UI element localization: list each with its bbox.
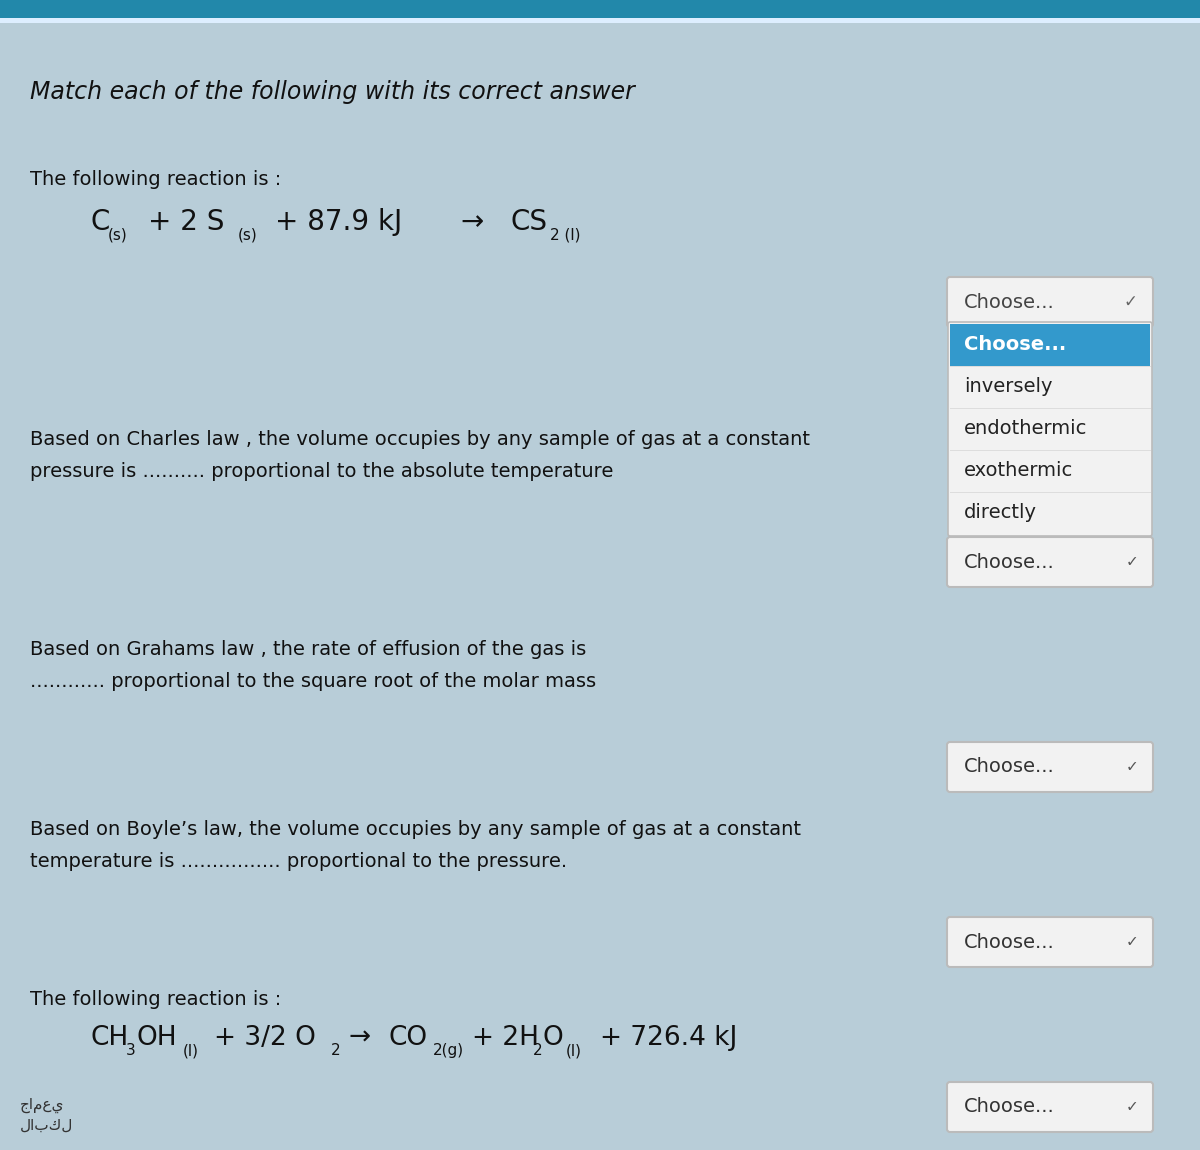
Text: ✓: ✓ bbox=[1126, 554, 1139, 569]
Text: exothermic: exothermic bbox=[964, 461, 1073, 481]
Text: + 2 S: + 2 S bbox=[148, 208, 224, 236]
Text: Based on Charles law , the volume occupies by any sample of gas at a constant: Based on Charles law , the volume occupi… bbox=[30, 430, 810, 449]
Text: 2: 2 bbox=[533, 1043, 542, 1058]
Text: Choose...: Choose... bbox=[964, 758, 1055, 776]
Text: inversely: inversely bbox=[964, 377, 1052, 397]
Text: ............ proportional to the square root of the molar mass: ............ proportional to the square … bbox=[30, 672, 596, 691]
Text: Choose...: Choose... bbox=[964, 933, 1055, 951]
Text: ✓: ✓ bbox=[1126, 1099, 1139, 1114]
Text: Based on Grahams law , the rate of effusion of the gas is: Based on Grahams law , the rate of effus… bbox=[30, 641, 587, 659]
Text: OH: OH bbox=[136, 1025, 176, 1051]
Text: →: → bbox=[348, 1025, 370, 1051]
FancyBboxPatch shape bbox=[947, 277, 1153, 327]
Text: directly: directly bbox=[964, 504, 1037, 522]
FancyBboxPatch shape bbox=[0, 18, 1200, 23]
Text: 2 (l): 2 (l) bbox=[550, 228, 581, 243]
Text: The following reaction is :: The following reaction is : bbox=[30, 170, 281, 189]
Text: (l): (l) bbox=[182, 1043, 199, 1058]
FancyBboxPatch shape bbox=[950, 408, 1150, 450]
Text: CO: CO bbox=[388, 1025, 427, 1051]
Text: لابكل: لابكل bbox=[20, 1118, 73, 1133]
FancyBboxPatch shape bbox=[947, 537, 1153, 586]
FancyBboxPatch shape bbox=[947, 742, 1153, 792]
Text: (s): (s) bbox=[108, 228, 127, 243]
Text: 2: 2 bbox=[331, 1043, 341, 1058]
Text: CS: CS bbox=[510, 208, 547, 236]
FancyBboxPatch shape bbox=[948, 322, 1152, 536]
Text: (l): (l) bbox=[566, 1043, 582, 1058]
Text: Based on Boyle’s law, the volume occupies by any sample of gas at a constant: Based on Boyle’s law, the volume occupie… bbox=[30, 820, 802, 840]
Text: + 3/2 O: + 3/2 O bbox=[214, 1025, 316, 1051]
Text: جامعي: جامعي bbox=[20, 1098, 65, 1113]
Text: ✓: ✓ bbox=[1126, 935, 1139, 950]
Text: 3: 3 bbox=[126, 1043, 136, 1058]
FancyBboxPatch shape bbox=[950, 366, 1150, 408]
Text: + 87.9 kJ: + 87.9 kJ bbox=[275, 208, 402, 236]
Text: Match each of the following with its correct answer: Match each of the following with its cor… bbox=[30, 81, 635, 104]
FancyBboxPatch shape bbox=[950, 492, 1150, 534]
FancyBboxPatch shape bbox=[947, 917, 1153, 967]
Text: ✓: ✓ bbox=[1123, 293, 1136, 310]
Text: endothermic: endothermic bbox=[964, 420, 1087, 438]
FancyBboxPatch shape bbox=[950, 450, 1150, 492]
Text: CH: CH bbox=[90, 1025, 128, 1051]
Text: + 2H: + 2H bbox=[472, 1025, 539, 1051]
Text: temperature is ................ proportional to the pressure.: temperature is ................ proporti… bbox=[30, 852, 568, 871]
Text: O: O bbox=[542, 1025, 564, 1051]
Text: Choose...: Choose... bbox=[964, 552, 1055, 572]
Text: The following reaction is :: The following reaction is : bbox=[30, 990, 281, 1009]
FancyBboxPatch shape bbox=[950, 324, 1150, 366]
FancyBboxPatch shape bbox=[0, 0, 1200, 18]
Text: Choose...: Choose... bbox=[964, 1097, 1055, 1117]
Text: pressure is .......... proportional to the absolute temperature: pressure is .......... proportional to t… bbox=[30, 462, 613, 481]
Text: Choose...: Choose... bbox=[964, 292, 1055, 312]
FancyBboxPatch shape bbox=[947, 1082, 1153, 1132]
Text: C: C bbox=[90, 208, 109, 236]
Text: Choose...: Choose... bbox=[964, 336, 1067, 354]
Text: ✓: ✓ bbox=[1126, 759, 1139, 774]
Text: 2(g): 2(g) bbox=[433, 1043, 464, 1058]
Text: →: → bbox=[460, 208, 484, 236]
Text: (s): (s) bbox=[238, 228, 258, 243]
Text: + 726.4 kJ: + 726.4 kJ bbox=[600, 1025, 737, 1051]
